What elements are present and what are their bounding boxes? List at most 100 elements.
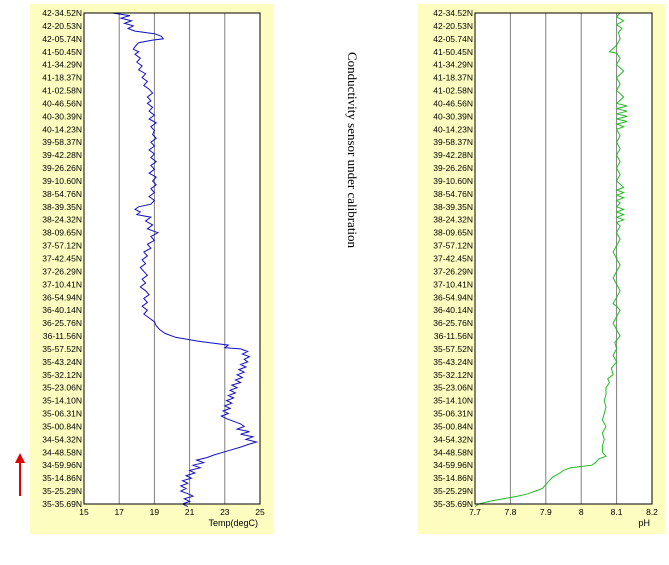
y-tick-label: 38-24.32N: [42, 215, 82, 225]
y-tick-label: 35-23.06N: [42, 383, 82, 393]
y-tick-label: 39-26.26N: [42, 163, 82, 173]
y-tick-label: 35-57.52N: [42, 344, 82, 354]
series-line: [474, 12, 628, 508]
y-tick-label: 40-46.56N: [433, 98, 473, 108]
y-tick-label: 38-24.32N: [433, 215, 473, 225]
y-tick-label: 35-43.24N: [42, 357, 82, 367]
y-tick-label: 41-02.58N: [42, 86, 82, 96]
y-tick-label: 36-40.14N: [42, 305, 82, 315]
y-tick-label: 39-10.60N: [433, 176, 473, 186]
y-tick-label: 34-54.32N: [433, 434, 473, 444]
y-tick-label: 38-39.35N: [42, 202, 82, 212]
y-tick-label: 34-48.58N: [42, 447, 82, 457]
y-tick-label: 41-34.29N: [433, 60, 473, 70]
y-tick-label: 35-14.10N: [433, 396, 473, 406]
x-tick-label: 23: [220, 507, 230, 517]
y-tick-label: 41-18.37N: [433, 73, 473, 83]
y-tick-label: 35-14.10N: [42, 396, 82, 406]
y-tick-label: 34-48.58N: [433, 447, 473, 457]
y-tick-label: 42-20.53N: [42, 21, 82, 31]
y-tick-label: 42-05.74N: [42, 34, 82, 44]
calibration-note: Conductivity sensor under calibration: [345, 52, 360, 249]
x-tick-label: 19: [150, 507, 160, 517]
y-tick-label: 35-32.12N: [42, 370, 82, 380]
y-tick-label: 35-35.69N: [433, 499, 473, 509]
y-tick-label: 36-25.76N: [433, 318, 473, 328]
y-tick-label: 42-20.53N: [433, 21, 473, 31]
plot-frame: [83, 12, 261, 505]
x-tick-label: 17: [114, 507, 124, 517]
x-tick-label: 7.8: [504, 507, 516, 517]
x-axis-title: Temp(degC): [208, 518, 258, 528]
x-tick-label: 21: [185, 507, 195, 517]
y-tick-label: 36-11.56N: [43, 331, 82, 341]
y-tick-label: 35-00.84N: [433, 421, 473, 431]
x-axis-title: pH: [638, 518, 650, 528]
y-tick-label: 41-02.58N: [433, 86, 473, 96]
y-tick-label: 37-42.45N: [433, 254, 473, 264]
y-tick-label: 36-54.94N: [42, 292, 82, 302]
temperature-chart: 42-34.52N 42-20.53N 42-05.74N 41-50.45N 41-3…: [42, 8, 265, 528]
y-tick-label: 39-42.28N: [433, 150, 473, 160]
y-tick-label: 36-25.76N: [42, 318, 82, 328]
y-tick-label: 38-09.65N: [433, 228, 473, 238]
y-tick-label: 36-40.14N: [433, 305, 473, 315]
y-tick-label: 40-14.23N: [42, 124, 82, 134]
y-tick-label: 35-35.69N: [42, 499, 82, 509]
y-tick-label: 39-42.28N: [42, 150, 82, 160]
y-tick-label: 37-26.29N: [433, 266, 473, 276]
y-tick-label: 42-05.74N: [433, 34, 473, 44]
y-tick-label: 37-26.29N: [42, 266, 82, 276]
y-tick-label: 37-10.41N: [42, 279, 82, 289]
y-tick-label: 36-54.94N: [433, 292, 473, 302]
y-tick-label: 35-25.29N: [433, 486, 473, 496]
y-tick-label: 35-25.29N: [42, 486, 82, 496]
y-tick-label: 40-46.56N: [42, 98, 82, 108]
y-tick-label: 38-54.76N: [433, 189, 473, 199]
x-tick-label: 7.9: [540, 507, 552, 517]
y-tick-label: 35-06.31N: [42, 409, 82, 419]
plot-area: [84, 13, 260, 504]
y-tick-label: 42-34.52N: [42, 8, 82, 18]
y-tick-label: 39-58.37N: [433, 137, 473, 147]
y-tick-label: 41-50.45N: [433, 47, 473, 57]
y-tick-label: 37-10.41N: [433, 279, 473, 289]
series-line: [112, 12, 259, 508]
x-tick-label: 8.1: [611, 507, 623, 517]
y-tick-label: 36-11.56N: [434, 331, 473, 341]
y-tick-label: 39-26.26N: [433, 163, 473, 173]
y-tick-label: 35-00.84N: [42, 421, 82, 431]
y-tick-label: 35-23.06N: [433, 383, 473, 393]
y-tick-label: 34-59.96N: [433, 460, 473, 470]
x-tick-label: 25: [255, 507, 265, 517]
y-tick-label: 38-09.65N: [42, 228, 82, 238]
ph-chart: 42-34.52N 42-20.53N 42-05.74N 41-50.45N 41-3…: [433, 8, 658, 528]
y-tick-label: 40-30.39N: [42, 111, 82, 121]
temperature-chart-panel: 42-34.52N 42-20.53N 42-05.74N 41-50.45N 41-3…: [30, 4, 274, 534]
y-tick-label: 37-57.12N: [433, 241, 473, 251]
y-tick-label: 35-14.86N: [42, 473, 82, 483]
arrow-head: [15, 453, 25, 463]
up-arrow-icon: [15, 453, 25, 496]
y-tick-label: 39-10.60N: [42, 176, 82, 186]
y-tick-label: 37-57.12N: [42, 241, 82, 251]
y-tick-label: 38-54.76N: [42, 189, 82, 199]
y-tick-label: 35-43.24N: [433, 357, 473, 367]
x-tick-label: 8: [579, 507, 584, 517]
y-tick-label: 35-14.86N: [433, 473, 473, 483]
y-tick-label: 39-58.37N: [42, 137, 82, 147]
x-tick-label: 8.2: [646, 507, 658, 517]
y-tick-label: 35-32.12N: [433, 370, 473, 380]
plot-area: [475, 13, 652, 504]
y-tick-label: 34-59.96N: [42, 460, 82, 470]
ph-chart-panel: 42-34.52N 42-20.53N 42-05.74N 41-50.45N 41-3…: [418, 4, 665, 534]
y-tick-label: 34-54.32N: [42, 434, 82, 444]
y-tick-label: 41-34.29N: [42, 60, 82, 70]
plot-frame: [474, 12, 653, 505]
y-tick-label: 42-34.52N: [433, 8, 473, 18]
y-tick-label: 35-57.52N: [433, 344, 473, 354]
y-tick-label: 37-42.45N: [42, 254, 82, 264]
x-tick-label: 7.7: [469, 507, 481, 517]
y-tick-label: 40-14.23N: [433, 124, 473, 134]
y-tick-label: 40-30.39N: [433, 111, 473, 121]
